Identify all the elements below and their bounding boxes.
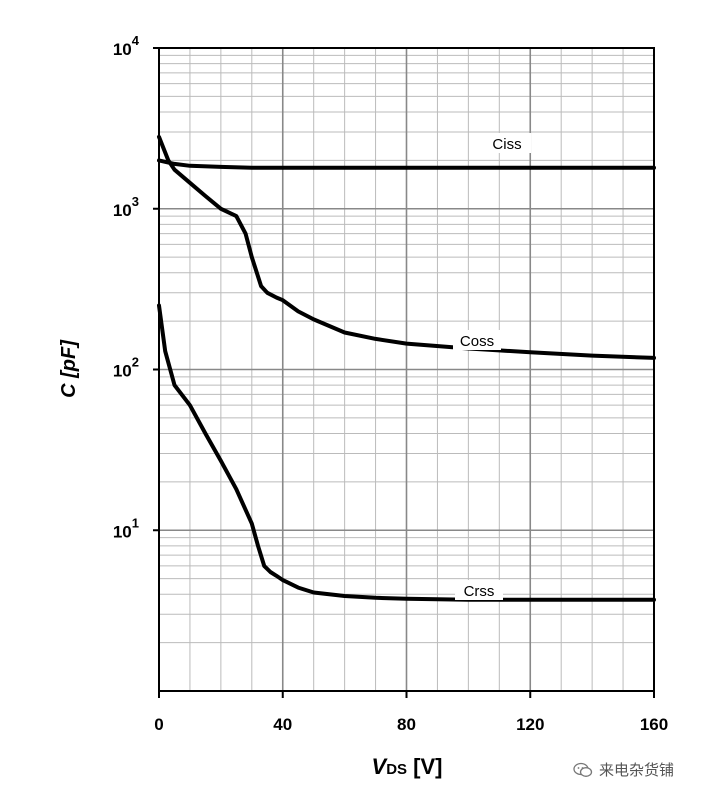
y-axis-label: C [pF] (58, 339, 80, 398)
x-tick-label: 0 (154, 715, 163, 734)
series-label-bg (455, 580, 503, 600)
x-axis-label: VDS [V] (372, 754, 443, 779)
y-axis-ticks: 101 102 103 104 (113, 33, 159, 541)
x-tick-label: 120 (516, 715, 544, 734)
series-label-crss: Crss (464, 583, 495, 600)
series-line-coss (157, 134, 656, 360)
x-tick-label: 40 (273, 715, 292, 734)
series-label-ciss: Ciss (492, 136, 521, 153)
x-axis-label-var: V (372, 754, 389, 779)
series-label-coss: Coss (460, 333, 494, 350)
y-tick-label: 104 (113, 33, 140, 59)
series-label-bg (483, 133, 531, 153)
x-axis-ticks: 0 40 80 120 160 (154, 691, 668, 734)
series-line-crss (157, 303, 656, 602)
watermark-text: 来电杂货铺 (599, 761, 675, 779)
series-line-ciss (157, 158, 656, 170)
series-lines (157, 134, 656, 602)
series-label-bg (453, 330, 501, 350)
grid-major (159, 48, 654, 691)
y-axis-label-text: C [pF] (58, 339, 80, 398)
x-tick-label: 160 (640, 715, 668, 734)
y-tick-label: 101 (113, 515, 139, 541)
watermark: 来电杂货铺 (573, 759, 674, 780)
x-tick-label: 80 (397, 715, 416, 734)
x-axis-label-sub: DS (386, 761, 407, 778)
y-tick-label: 102 (113, 355, 139, 381)
wechat-icon (573, 762, 593, 777)
series-labels: Ciss Coss Crss (453, 133, 531, 600)
y-tick-label: 103 (113, 194, 139, 220)
x-axis-label-unit: [V] (407, 754, 442, 779)
